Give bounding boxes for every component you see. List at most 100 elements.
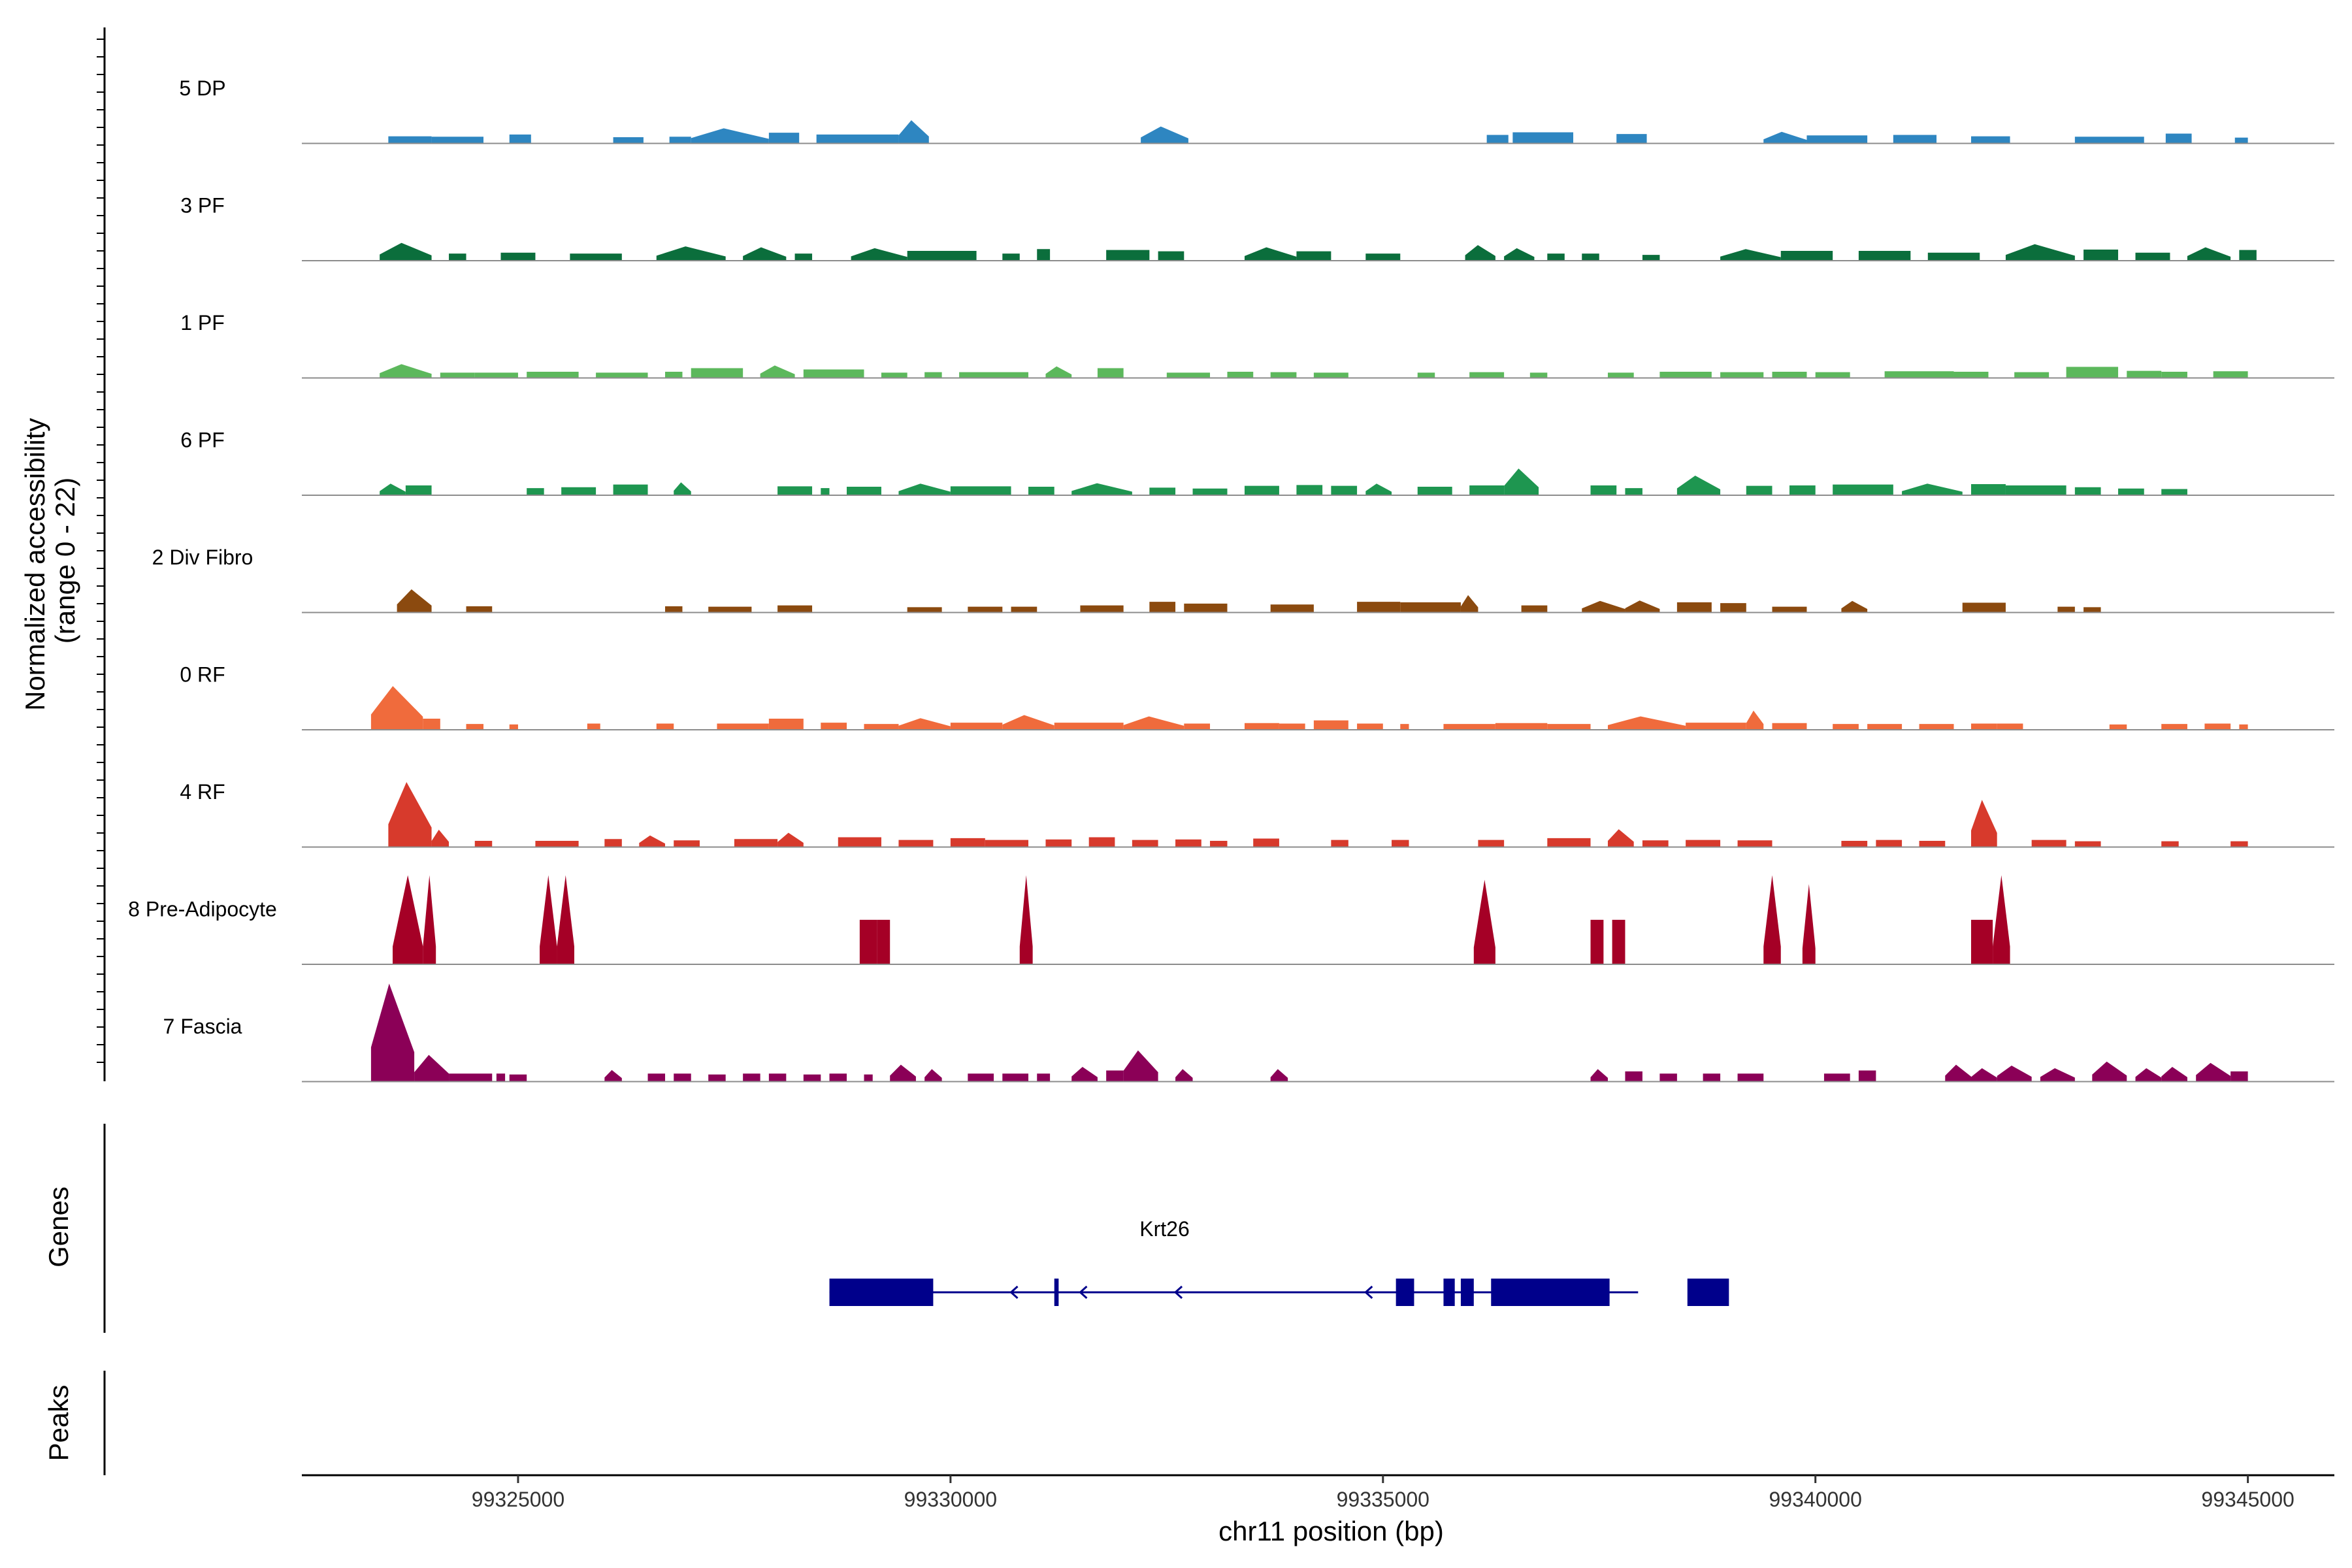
coverage-peak	[393, 875, 423, 964]
coverage-peak	[1876, 840, 1903, 847]
coverage-peak	[509, 1074, 527, 1082]
coverage-peak	[2135, 252, 2170, 261]
coverage-peak	[1970, 800, 1997, 847]
coverage-peak	[1028, 487, 1054, 495]
coverage-peak	[708, 606, 752, 613]
track-label: 7 Fascia	[163, 1015, 242, 1038]
coverage-peak	[2005, 244, 2075, 261]
y-axis-title-line2: (range 0 - 22)	[50, 478, 80, 644]
gene-label: Krt26	[1139, 1217, 1189, 1241]
coverage-peak	[1772, 371, 1807, 378]
coverage-peak	[691, 368, 743, 378]
track-5-dp: 5 DP	[179, 76, 2334, 144]
coverage-peak	[1357, 602, 1401, 613]
coverage-peak	[1590, 1069, 1608, 1082]
coverage-peak	[449, 253, 466, 261]
coverage-peak	[380, 242, 432, 261]
coverage-peak	[1789, 485, 1816, 495]
coverage-peak	[1970, 136, 2010, 144]
coverage-peak	[1002, 253, 1020, 261]
coverage-peak	[380, 364, 432, 378]
coverage-peak	[1417, 372, 1435, 378]
track-label: 2 Div Fibro	[152, 546, 253, 569]
coverage-peak	[1547, 724, 1591, 730]
coverage-peak	[1460, 595, 1478, 613]
coverage-peak	[423, 718, 440, 730]
coverage-peak	[1919, 840, 1946, 847]
coverage-peak	[1676, 602, 1712, 613]
coverage-peak	[1590, 485, 1617, 495]
gene-strand-arrow	[1009, 1285, 1019, 1299]
coverage-peak	[1970, 919, 1993, 964]
coverage-peak	[2074, 137, 2144, 144]
coverage-peak	[1270, 372, 1297, 378]
coverage-peak	[898, 483, 951, 495]
coverage-peak	[535, 840, 579, 847]
coverage-peak	[881, 372, 907, 378]
coverage-peak	[1184, 723, 1211, 730]
coverage-peak	[1945, 1064, 1971, 1082]
coverage-peak	[423, 875, 436, 964]
coverage-peak	[1071, 1067, 1098, 1082]
gene-model-krt26	[829, 1279, 1729, 1306]
coverage-peak	[985, 840, 1029, 847]
coverage-peak	[1469, 485, 1505, 495]
coverage-peak	[838, 837, 881, 847]
coverage-peak	[1279, 723, 1305, 730]
gene-strand-arrow	[1173, 1285, 1183, 1299]
coverage-peak	[1642, 255, 1660, 261]
coverage-peak	[405, 485, 432, 495]
coverage-peak	[890, 1064, 916, 1082]
coverage-peak	[821, 723, 847, 730]
coverage-peak	[466, 724, 484, 730]
x-axis-tick-label: 99325000	[472, 1488, 564, 1511]
coverage-peak	[864, 1074, 873, 1082]
coverage-peak	[1612, 919, 1625, 964]
coverage-peak	[777, 486, 813, 495]
coverage-peak	[656, 723, 674, 730]
coverage-peak	[1270, 604, 1314, 613]
coverage-peak	[847, 487, 881, 495]
coverage-peak	[877, 919, 890, 964]
coverage-peak	[1962, 602, 2006, 613]
coverage-peak	[2187, 247, 2231, 261]
coverage-peak	[1296, 485, 1323, 495]
coverage-peak	[1686, 840, 1721, 847]
coverage-peak	[674, 840, 700, 847]
coverage-peak	[1175, 1069, 1193, 1082]
coverage-peak	[907, 251, 977, 261]
coverage-peak	[1512, 132, 1574, 144]
coverage-peak	[1547, 838, 1591, 847]
coverage-peak	[1011, 606, 1037, 613]
coverage-peak	[803, 1074, 821, 1082]
coverage-peak	[898, 840, 934, 847]
track-label: 4 RF	[180, 780, 225, 804]
coverage-peak	[557, 875, 575, 964]
coverage-peak	[1763, 875, 1781, 964]
gene-exon	[829, 1279, 934, 1306]
coverage-peak	[1953, 371, 1989, 378]
coverage-peak	[1997, 1065, 2032, 1082]
coverage-peak	[1582, 600, 1625, 613]
coverage-peak	[613, 137, 644, 144]
coverage-peak	[1970, 483, 2006, 495]
x-axis-tick-label: 99335000	[1337, 1488, 1429, 1511]
coverage-peak	[768, 133, 800, 144]
coverage-peak	[1175, 839, 1201, 847]
coverage-peak	[1504, 248, 1535, 261]
coverage-peak	[1296, 251, 1331, 261]
coverage-peak	[380, 483, 406, 495]
genes-panel-title: Genes	[43, 1186, 74, 1267]
coverage-peak	[2204, 723, 2231, 730]
coverage-peak	[1149, 602, 1176, 613]
coverage-peak	[397, 589, 432, 613]
coverage-peak	[1867, 724, 1903, 730]
coverage-peak	[1313, 720, 1348, 730]
coverage-peak	[968, 1073, 994, 1082]
coverage-peak	[829, 1073, 847, 1082]
coverage-peak	[1019, 875, 1033, 964]
coverage-peak	[2230, 1071, 2248, 1082]
coverage-peak	[2057, 606, 2075, 613]
x-axis-title: chr11 position (bp)	[1218, 1516, 1444, 1546]
